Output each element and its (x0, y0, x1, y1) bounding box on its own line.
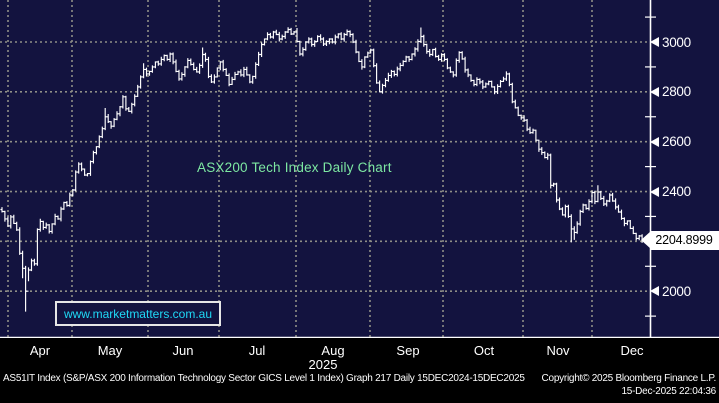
y-tick-arrow-icon (650, 37, 659, 47)
x-axis-strip: Apr May Jun Jul Aug Sep Oct Nov Dec 2025 AS51IT … (0, 338, 719, 403)
x-axis-month-label: Dec (620, 343, 644, 358)
y-axis-label: 2000 (650, 282, 691, 300)
x-axis-month-label: Jul (248, 343, 266, 358)
y-axis-label-value: 2400 (662, 184, 691, 200)
x-axis-year-label: 2025 (308, 357, 338, 372)
y-axis-label-value: 3000 (662, 34, 691, 50)
y-axis-label: 2800 (650, 83, 691, 101)
y-tick-arrow-icon (650, 86, 659, 97)
price-tag-arrow-icon (641, 231, 651, 250)
y-axis-label: 3000 (650, 33, 691, 51)
y-tick-arrow-icon (650, 136, 659, 147)
y-axis-label-value: 2800 (662, 84, 691, 100)
footer-copyright: Copyright© 2025 Bloomberg Finance L.P. (541, 373, 717, 384)
y-axis-label: 2400 (650, 183, 691, 201)
chart-title: ASX200 Tech Index Daily Chart (197, 160, 392, 175)
footer-row-1: AS51IT Index (S&P/ASX 200 Information Te… (0, 373, 719, 384)
footer-timestamp: 15-Dec-2025 22:04:36 (621, 386, 716, 397)
y-axis-label-value: 2000 (662, 283, 691, 299)
watermark-box[interactable]: www.marketmatters.com.au (55, 301, 221, 326)
x-axis-month-label: Jun (172, 343, 194, 358)
watermark-link[interactable]: www.marketmatters.com.au (63, 306, 213, 321)
footer-index-description: AS51IT Index (S&P/ASX 200 Information Te… (3, 373, 525, 384)
x-axis-month-label: Nov (546, 343, 570, 358)
x-axis-month-label: Aug (321, 343, 345, 358)
last-price-value: 2204.8999 (651, 230, 719, 250)
x-axis-month-label: Apr (29, 343, 51, 358)
x-axis-month-label: May (97, 343, 123, 358)
y-axis-label-value: 2600 (662, 134, 691, 150)
x-axis-month-label: Oct (473, 343, 495, 358)
x-axis-month-label: Sep (396, 343, 420, 358)
y-axis-label: 2600 (650, 133, 691, 151)
y-tick-arrow-icon (650, 186, 659, 197)
footer-row-2: 15-Dec-2025 22:04:36 (0, 386, 719, 397)
y-tick-arrow-icon (650, 286, 659, 297)
last-price-tag: 2204.8999 (641, 230, 719, 250)
